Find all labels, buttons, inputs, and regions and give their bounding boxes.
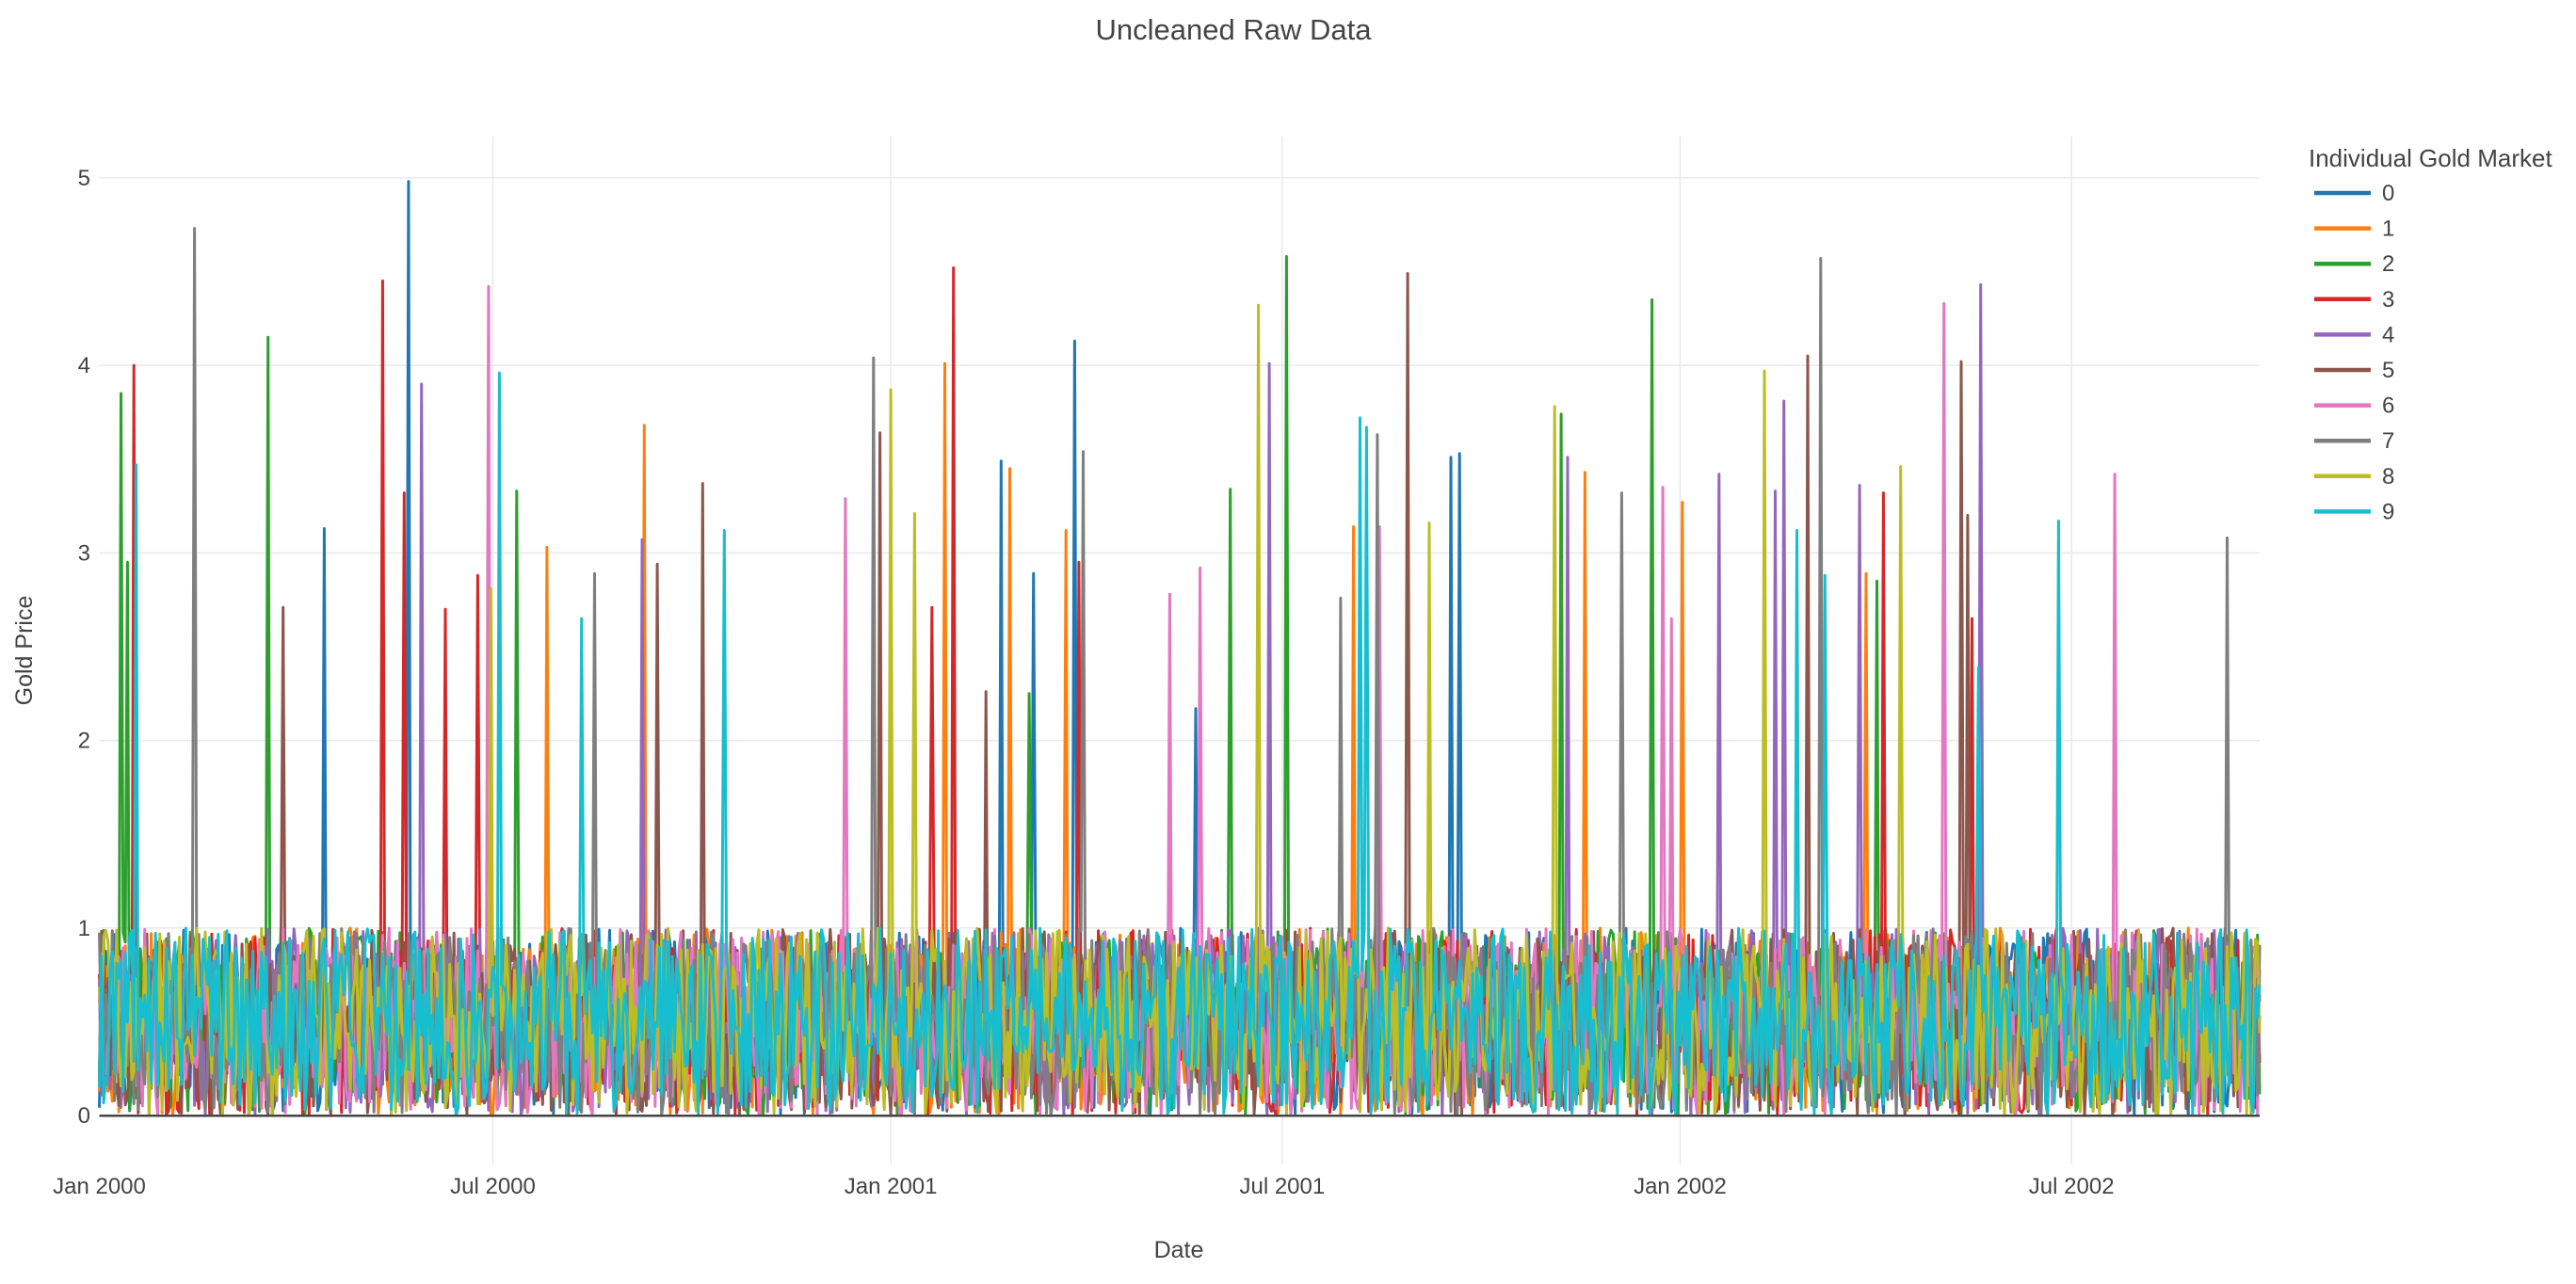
series-line-9 (98, 371, 2262, 1117)
legend-item-label: 8 (2382, 464, 2394, 490)
legend-title: Individual Gold Market (2309, 144, 2552, 172)
y-tick-label: 5 (78, 166, 90, 191)
legend-item-label: 7 (2382, 428, 2394, 454)
x-tick-label: Jan 2000 (53, 1174, 146, 1199)
legend-item-5[interactable]: 5 (2314, 358, 2394, 383)
legend-item-label: 3 (2382, 287, 2394, 313)
x-tick-label: Jul 2001 (1239, 1174, 1325, 1199)
y-tick-label: 4 (78, 353, 90, 378)
chart-title: Uncleaned Raw Data (1096, 13, 1373, 46)
x-tick-label: Jul 2000 (450, 1174, 536, 1199)
x-tick-labels: Jan 2000 Jul 2000 Jan 2001 Jul 2001 Jan 2002… (53, 1174, 2114, 1199)
y-tick-label: 2 (78, 729, 90, 754)
y-axis-title: Gold Price (11, 596, 38, 706)
legend-item-label: 6 (2382, 393, 2394, 419)
legend-item-9[interactable]: 9 (2314, 499, 2394, 524)
legend-item-label: 0 (2382, 181, 2394, 206)
legend-item-label: 2 (2382, 251, 2394, 277)
legend-item-label: 1 (2382, 217, 2394, 242)
legend: 0 1 2 3 4 5 6 7 8 9 (2314, 181, 2394, 524)
legend-item-4[interactable]: 4 (2314, 322, 2394, 347)
x-tick-label: Jan 2002 (1634, 1174, 1727, 1199)
legend-item-6[interactable]: 6 (2314, 393, 2394, 419)
x-tick-label: Jul 2002 (2029, 1174, 2115, 1199)
legend-item-2[interactable]: 2 (2314, 251, 2394, 277)
y-tick-label: 1 (78, 916, 90, 941)
legend-item-0[interactable]: 0 (2314, 181, 2394, 206)
legend-item-label: 5 (2382, 358, 2394, 383)
x-axis-title: Date (1154, 1237, 1204, 1263)
y-tick-label: 3 (78, 540, 90, 566)
y-tick-label: 0 (78, 1103, 90, 1129)
x-tick-label: Jan 2001 (845, 1174, 938, 1199)
legend-item-1[interactable]: 1 (2314, 217, 2394, 242)
legend-item-8[interactable]: 8 (2314, 464, 2394, 490)
legend-item-label: 9 (2382, 499, 2394, 524)
legend-item-3[interactable]: 3 (2314, 287, 2394, 313)
series-lines (98, 180, 2262, 1117)
legend-item-7[interactable]: 7 (2314, 428, 2394, 454)
legend-item-label: 4 (2382, 322, 2394, 347)
y-tick-labels: 0 1 2 3 4 5 (78, 166, 90, 1129)
